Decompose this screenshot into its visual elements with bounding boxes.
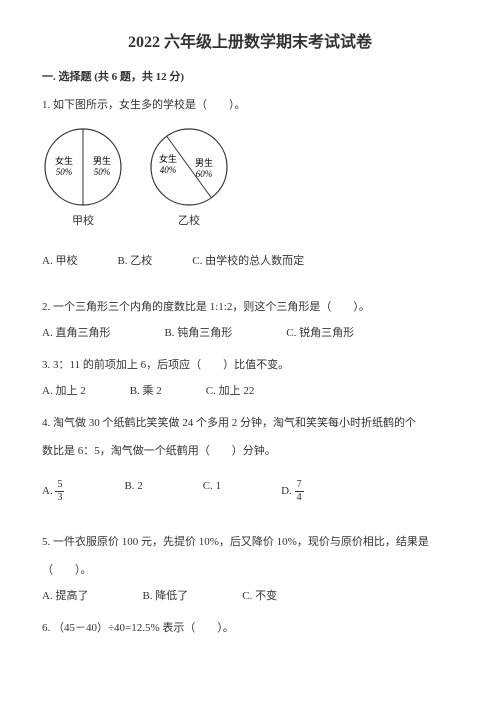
q4-options: A. 5 3 B. 2 C. 1 D. 7 4 bbox=[42, 480, 458, 503]
pie-a-left-label: 女生 bbox=[55, 155, 73, 166]
section-heading: 一. 选择题 (共 6 题，共 12 分) bbox=[42, 68, 458, 84]
pie-b-caption: 乙校 bbox=[148, 212, 230, 228]
pie-b-wrap: 女生 40% 男生 60% 乙校 bbox=[148, 126, 230, 228]
pie-b-left-label: 女生 bbox=[159, 153, 177, 164]
frac-den: 4 bbox=[295, 492, 304, 503]
q1-options: A. 甲校 B. 乙校 C. 由学校的总人数而定 bbox=[42, 252, 458, 268]
q4-opt-a-frac: 5 3 bbox=[55, 480, 64, 503]
frac-num: 7 bbox=[295, 480, 304, 492]
q5-opt-b: B. 降低了 bbox=[142, 587, 188, 603]
q2-opt-c: C. 锐角三角形 bbox=[286, 324, 354, 340]
pie-b-left-pct: 40% bbox=[160, 165, 177, 175]
q4-text1: 4. 淘气做 30 个纸鹤比笑笑做 24 个多用 2 分钟，淘气和笑笑每小时折纸… bbox=[42, 412, 458, 434]
pie-charts: 女生 50% 男生 50% 甲校 女生 40% 男生 60% 乙校 bbox=[42, 126, 458, 228]
q3-text: 3. 3：11 的前项加上 6，后项应（ ）比值不变。 bbox=[42, 354, 458, 376]
q6-text: 6. （45－40）÷40=12.5% 表示（ ）。 bbox=[42, 617, 458, 639]
pie-a: 女生 50% 男生 50% bbox=[42, 126, 124, 208]
q4-opt-a: A. 5 3 bbox=[42, 480, 64, 503]
q4-text2: 数比是 6：5，淘气做一个纸鹤用（ ）分钟。 bbox=[42, 440, 458, 462]
q3-opt-a: A. 加上 2 bbox=[42, 382, 86, 398]
q1-opt-c: C. 由学校的总人数而定 bbox=[192, 252, 304, 268]
q5-opt-a: A. 提高了 bbox=[42, 587, 88, 603]
q4-opt-b: B. 2 bbox=[124, 480, 142, 503]
page-title: 2022 六年级上册数学期末考试试卷 bbox=[42, 28, 458, 52]
q1-opt-a: A. 甲校 bbox=[42, 252, 77, 268]
q3-opt-c: C. 加上 22 bbox=[206, 382, 255, 398]
pie-a-left-pct: 50% bbox=[56, 167, 73, 177]
q2-text: 2. 一个三角形三个内角的度数比是 1:1:2，则这个三角形是（ ）。 bbox=[42, 296, 458, 318]
pie-a-right-pct: 50% bbox=[94, 167, 111, 177]
q4-opt-d-letter: D. bbox=[281, 485, 292, 497]
q5-text1: 5. 一件衣服原价 100 元，先提价 10%，后又降价 10%，现价与原价相比… bbox=[42, 531, 458, 553]
q5-opt-c: C. 不变 bbox=[242, 587, 277, 603]
q2-opt-b: B. 钝角三角形 bbox=[164, 324, 232, 340]
q5-text2: （ ）。 bbox=[42, 559, 458, 581]
q1-opt-b: B. 乙校 bbox=[117, 252, 152, 268]
pie-a-caption: 甲校 bbox=[42, 212, 124, 228]
q1-text: 1. 如下图所示，女生多的学校是（ ）。 bbox=[42, 94, 458, 116]
pie-b: 女生 40% 男生 60% bbox=[148, 126, 230, 208]
q4-opt-c: C. 1 bbox=[203, 480, 221, 503]
q3-opt-b: B. 乘 2 bbox=[130, 382, 162, 398]
pie-b-right-pct: 60% bbox=[196, 169, 213, 179]
q2-options: A. 直角三角形 B. 钝角三角形 C. 锐角三角形 bbox=[42, 324, 458, 340]
pie-a-right-label: 男生 bbox=[93, 155, 111, 166]
frac-den: 3 bbox=[55, 492, 64, 503]
q4-opt-a-letter: A. bbox=[42, 485, 53, 497]
q4-opt-d-frac: 7 4 bbox=[295, 480, 304, 503]
q5-options: A. 提高了 B. 降低了 C. 不变 bbox=[42, 587, 458, 603]
pie-b-right-label: 男生 bbox=[195, 157, 213, 168]
frac-num: 5 bbox=[55, 480, 64, 492]
pie-a-wrap: 女生 50% 男生 50% 甲校 bbox=[42, 126, 124, 228]
q3-options: A. 加上 2 B. 乘 2 C. 加上 22 bbox=[42, 382, 458, 398]
q2-opt-a: A. 直角三角形 bbox=[42, 324, 110, 340]
q4-opt-d: D. 7 4 bbox=[281, 480, 303, 503]
